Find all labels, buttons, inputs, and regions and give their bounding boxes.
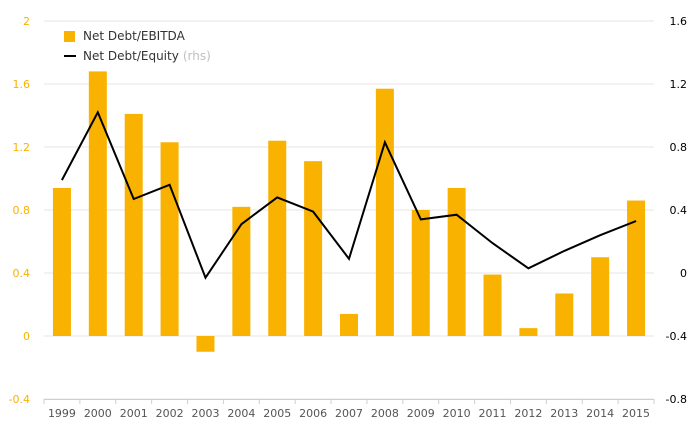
x-tick-label: 2004 <box>227 407 255 420</box>
bar-2015 <box>627 200 646 336</box>
bar-2000 <box>88 71 107 337</box>
bar-2005 <box>268 140 287 336</box>
right-tick-label: 0.8 <box>670 141 688 154</box>
bar-2003 <box>196 336 215 352</box>
legend-item-net-debt-equity: Net Debt/Equity (rhs) <box>64 46 211 66</box>
bar-2007 <box>340 313 358 336</box>
left-tick-label: 2 <box>23 15 30 28</box>
legend-label: Net Debt/EBITDA <box>83 29 185 43</box>
right-tick-label: 1.6 <box>670 15 688 28</box>
bar-2011 <box>483 274 502 336</box>
x-tick-label: 2007 <box>335 407 363 420</box>
bar-2002 <box>160 142 179 336</box>
left-tick-label: 1.2 <box>13 141 31 154</box>
left-tick-label: -0.4 <box>9 393 30 406</box>
x-tick-label: 2005 <box>263 407 291 420</box>
line-series-net-debt-equity <box>61 109 637 280</box>
x-tick-label: 2008 <box>371 407 399 420</box>
x-tick-label: 2003 <box>191 407 219 420</box>
bar-2010 <box>447 187 466 336</box>
x-tick-label: 2015 <box>622 407 650 420</box>
right-tick-label: 1.2 <box>670 78 688 91</box>
legend-rhs-note: (rhs) <box>182 49 211 63</box>
left-y-axis: 2 1.6 1.2 0.8 0.4 0 -0.4 <box>9 15 30 406</box>
legend-swatch-bar <box>64 30 75 42</box>
x-tick-label: 1999 <box>48 407 76 420</box>
bar-2006 <box>304 161 323 336</box>
x-tick-label: 2009 <box>407 407 435 420</box>
bar-2013 <box>555 293 574 336</box>
legend-label: Net Debt/Equity <box>83 49 179 63</box>
legend: Net Debt/EBITDA Net Debt/Equity (rhs) <box>64 26 211 66</box>
legend-swatch-line <box>64 55 76 57</box>
x-tick-label: 2014 <box>586 407 614 420</box>
bar-2001 <box>124 113 143 336</box>
left-tick-label: 1.6 <box>13 78 31 91</box>
bar-2014 <box>591 257 610 336</box>
left-tick-label: 0 <box>23 330 30 343</box>
right-tick-label: 0 <box>680 267 687 280</box>
x-tick-label: 2002 <box>156 407 184 420</box>
x-tick-label: 2010 <box>443 407 471 420</box>
left-tick-label: 0.8 <box>13 204 31 217</box>
right-tick-label: -0.4 <box>666 330 687 343</box>
legend-item-net-debt-ebitda: Net Debt/EBITDA <box>64 26 211 46</box>
x-tick-label: 2011 <box>479 407 507 420</box>
right-tick-label: 0.4 <box>670 204 688 217</box>
bar-1999 <box>52 187 71 336</box>
right-y-axis: 1.6 1.2 0.8 0.4 0 -0.4 -0.8 <box>666 15 687 406</box>
x-tick-label: 2013 <box>550 407 578 420</box>
right-tick-label: -0.8 <box>666 393 687 406</box>
x-tick-label: 2001 <box>120 407 148 420</box>
bar-series-net-debt-ebitda <box>52 71 646 352</box>
left-tick-label: 0.4 <box>13 267 31 280</box>
x-axis: 1999 2000 2001 2002 2003 2004 2005 2006 2007 2008… <box>43 399 655 420</box>
bar-2009 <box>411 210 430 336</box>
bar-2004 <box>232 206 251 336</box>
x-tick-label: 2012 <box>514 407 542 420</box>
bar-2008 <box>375 88 394 336</box>
x-tick-label: 2006 <box>299 407 327 420</box>
bar-2012 <box>519 328 538 336</box>
x-tick-label: 2000 <box>84 407 112 420</box>
